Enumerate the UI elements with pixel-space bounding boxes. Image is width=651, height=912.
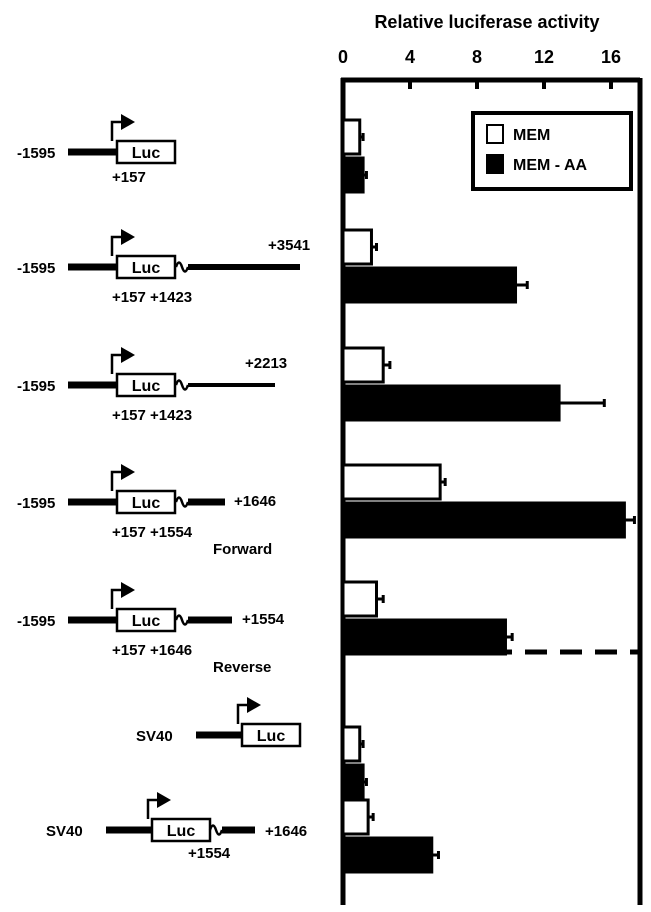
luc-label: Luc (167, 823, 196, 840)
intron-squiggle (208, 824, 224, 836)
bar-mem-aa (341, 266, 518, 304)
utr-end-label: +1646 (234, 493, 276, 510)
x-tick-label: 0 (338, 47, 348, 67)
luc-label: Luc (132, 495, 161, 512)
tss-arrow-stem (110, 120, 122, 141)
chart-title: Relative luciferase activity (374, 12, 599, 32)
promoter-start-label: -1595 (17, 613, 55, 630)
bar-mem-aa (341, 618, 507, 656)
utr-end-label: +1646 (265, 823, 307, 840)
legend-swatch-mem (486, 124, 504, 144)
bar-mem (341, 580, 378, 618)
splice-site-label: +1423 (150, 289, 192, 306)
luc-label: Luc (257, 728, 286, 745)
sv40-label: SV40 (136, 728, 173, 745)
tss-arrowhead (121, 464, 135, 480)
splice-site-label: +1646 (150, 642, 192, 659)
construct-diagrams: -1595 Luc+157-1595 Luc+157 +1423+3541-1595 L… (17, 114, 310, 862)
legend-label-mem: MEM (513, 127, 550, 144)
splice-site-label: +1423 (150, 407, 192, 424)
luc-label: Luc (132, 613, 161, 630)
luc-label: Luc (132, 378, 161, 395)
x-tick-label: 16 (601, 47, 621, 67)
legend-label-mem-aa: MEM - AA (513, 157, 588, 174)
utr-end-label: +2213 (245, 355, 287, 372)
luc-box (115, 372, 177, 398)
bar-series (341, 118, 640, 874)
x-tick-label: 8 (472, 47, 482, 67)
legend: MEM MEM - AA (471, 111, 633, 191)
luc-box (115, 607, 177, 633)
intron-squiggle (174, 379, 190, 391)
tss-arrowhead (121, 347, 135, 363)
bar-mem-aa (341, 501, 626, 539)
bar-mem (341, 346, 385, 384)
bar-mem-aa (341, 384, 561, 422)
utr-end-label: +1554 (242, 611, 285, 628)
x-tick-label: 12 (534, 47, 554, 67)
orientation-label: Forward (213, 541, 272, 558)
tss-position-label: +157 (112, 642, 146, 659)
bar-mem-aa (341, 156, 365, 194)
tss-arrowhead (247, 697, 261, 713)
bar-mem-aa (341, 763, 365, 801)
luc-box (115, 139, 177, 165)
tss-position-label: +157 (112, 407, 146, 424)
promoter-start-label: -1595 (17, 378, 55, 395)
luc-box (115, 489, 177, 515)
tss-arrowhead (121, 114, 135, 130)
intron-squiggle (174, 614, 190, 626)
bar-mem (341, 463, 442, 501)
tss-position-label: +157 (112, 169, 146, 186)
sv40-label: SV40 (46, 823, 83, 840)
luc-box (240, 722, 302, 748)
tss-arrow-stem (146, 798, 158, 819)
splice-site-label: +1554 (150, 524, 193, 541)
tss-arrow-stem (110, 235, 122, 256)
tss-arrowhead (157, 792, 171, 808)
bar-mem (341, 118, 362, 156)
legend-swatch-mem-aa (486, 154, 504, 174)
tss-position-label: +157 (112, 524, 146, 541)
promoter-start-label: -1595 (17, 145, 55, 162)
x-tick-label: 4 (405, 47, 415, 67)
luc-box (115, 254, 177, 280)
bar-mem-aa (341, 836, 434, 874)
promoter-start-label: -1595 (17, 260, 55, 277)
tss-arrowhead (121, 229, 135, 245)
utr-end-label: +3541 (268, 237, 310, 254)
bar-mem (341, 228, 373, 266)
tss-arrow-stem (110, 588, 122, 609)
tss-arrow-stem (110, 353, 122, 374)
intron-squiggle (174, 261, 190, 273)
tss-arrowhead (121, 582, 135, 598)
bar-mem (341, 798, 370, 836)
splice-site-label: +1554 (188, 845, 231, 862)
intron-squiggle (174, 496, 190, 508)
luc-label: Luc (132, 260, 161, 277)
bar-mem (341, 725, 362, 763)
luc-label: Luc (132, 145, 161, 162)
tss-arrow-stem (236, 703, 248, 724)
tss-position-label: +157 (112, 289, 146, 306)
tss-arrow-stem (110, 470, 122, 491)
promoter-start-label: -1595 (17, 495, 55, 512)
orientation-label: Reverse (213, 659, 271, 676)
